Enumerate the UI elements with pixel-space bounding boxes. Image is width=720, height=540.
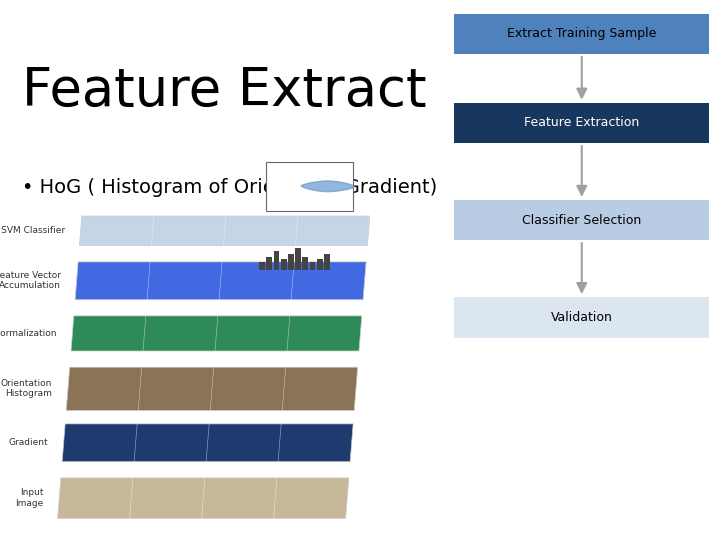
Text: Feature Extraction: Feature Extraction — [523, 116, 639, 130]
Bar — [317, 259, 323, 270]
Bar — [454, 297, 709, 338]
Polygon shape — [62, 424, 354, 462]
Text: Gradient: Gradient — [8, 438, 48, 447]
Bar — [454, 103, 709, 143]
Bar — [324, 254, 330, 270]
Text: Input
Image: Input Image — [15, 489, 43, 508]
Polygon shape — [75, 262, 366, 300]
Bar — [274, 251, 279, 270]
Bar — [454, 200, 709, 240]
Bar — [288, 254, 294, 270]
Bar — [259, 262, 265, 270]
Text: Feature Extract: Feature Extract — [22, 65, 426, 117]
Bar — [310, 262, 315, 270]
Polygon shape — [79, 216, 370, 246]
Bar — [266, 256, 272, 270]
Polygon shape — [71, 316, 362, 351]
Text: Feature Vector
Accumulation: Feature Vector Accumulation — [0, 271, 60, 291]
Bar — [281, 259, 287, 270]
Bar — [295, 248, 301, 270]
Polygon shape — [301, 181, 355, 192]
Text: Validation: Validation — [551, 310, 612, 324]
Text: • HoG ( Histogram of Orientated Gradient): • HoG ( Histogram of Orientated Gradient… — [22, 178, 437, 197]
Bar — [454, 14, 709, 54]
Text: Linear SVM Classifier: Linear SVM Classifier — [0, 226, 65, 235]
Text: Extract Training Sample: Extract Training Sample — [507, 27, 656, 40]
Text: Orientation
Histogram: Orientation Histogram — [1, 379, 52, 399]
Bar — [266, 162, 353, 211]
Bar — [302, 256, 308, 270]
Text: Classifier Selection: Classifier Selection — [522, 213, 641, 227]
Polygon shape — [66, 367, 358, 410]
Text: Block Normalization: Block Normalization — [0, 329, 57, 338]
Polygon shape — [58, 478, 349, 518]
